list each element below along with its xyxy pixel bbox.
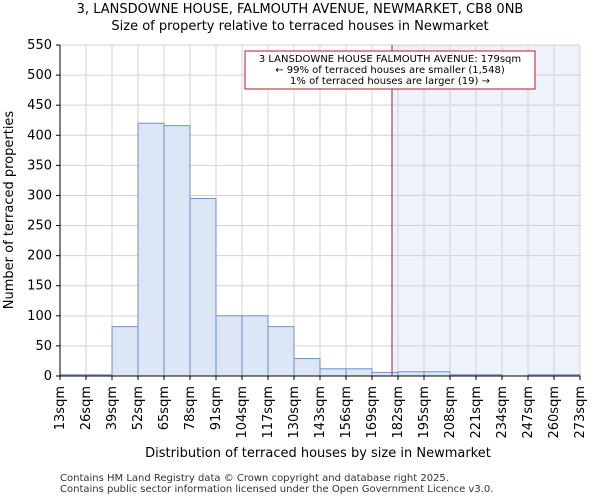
x-tick-label: 208sqm	[443, 386, 458, 439]
x-tick-label: 221sqm	[469, 386, 484, 439]
x-tick-label: 52sqm	[131, 386, 146, 430]
highlight-region	[392, 45, 580, 376]
histogram-bar	[163, 125, 191, 377]
histogram-bar	[189, 197, 217, 377]
footer-copyright: Contains HM Land Registry data © Crown c…	[60, 473, 449, 484]
y-tick-label: 500	[27, 68, 52, 83]
x-tick-label: 104sqm	[235, 386, 250, 439]
x-tick-label: 273sqm	[573, 386, 588, 439]
y-tick-label: 550	[27, 38, 52, 53]
x-tick-label: 117sqm	[261, 386, 276, 439]
x-axis-label: Distribution of terraced houses by size …	[145, 446, 491, 461]
annotation-line-1: 3 LANSDOWNE HOUSE FALMOUTH AVENUE: 179sq…	[259, 54, 521, 65]
histogram-bar	[293, 358, 321, 377]
x-tick-label: 260sqm	[547, 386, 562, 439]
histogram-bar	[319, 368, 347, 377]
histogram-bar	[241, 315, 269, 377]
footer-licence: Contains public sector information licen…	[60, 484, 494, 495]
histogram-bar	[111, 326, 139, 377]
histogram-bar	[137, 122, 165, 377]
x-tick-label: 182sqm	[391, 386, 406, 439]
histogram-bar	[371, 371, 399, 377]
histogram-bar	[397, 371, 425, 377]
x-tick-label: 169sqm	[365, 386, 380, 439]
y-tick-label: 200	[27, 249, 52, 264]
x-tick-label: 13sqm	[53, 386, 68, 430]
x-tick-label: 156sqm	[339, 386, 354, 439]
y-tick-label: 150	[27, 279, 52, 294]
histogram-bar	[267, 326, 295, 377]
annotation-line-2: ← 99% of terraced houses are smaller (1,…	[275, 65, 505, 76]
x-tick-label: 195sqm	[417, 386, 432, 439]
x-tick-label: 26sqm	[79, 386, 94, 430]
x-tick-label: 39sqm	[105, 386, 120, 430]
chart-title: 3, LANSDOWNE HOUSE, FALMOUTH AVENUE, NEW…	[76, 2, 524, 17]
y-tick-label: 400	[27, 128, 52, 143]
annotation-line-3: 1% of terraced houses are larger (19) →	[290, 76, 490, 87]
histogram-bar	[345, 368, 373, 377]
annotation-box	[244, 50, 536, 90]
x-tick-label: 234sqm	[495, 386, 510, 439]
y-tick-label: 450	[27, 98, 52, 113]
y-tick-label: 300	[27, 188, 52, 203]
x-tick-label: 143sqm	[313, 386, 328, 439]
x-tick-label: 247sqm	[521, 386, 536, 439]
histogram-bar	[215, 315, 243, 377]
histogram-bar	[423, 371, 451, 377]
x-tick-label: 65sqm	[157, 386, 172, 430]
y-tick-label: 50	[35, 339, 52, 354]
x-tick-label: 78sqm	[183, 386, 198, 430]
y-axis-label: Number of terraced properties	[2, 111, 17, 310]
x-tick-label: 130sqm	[287, 386, 302, 439]
y-tick-label: 250	[27, 219, 52, 234]
y-tick-label: 350	[27, 158, 52, 173]
y-tick-label: 100	[27, 309, 52, 324]
x-tick-label: 91sqm	[209, 386, 224, 430]
chart-subtitle: Size of property relative to terraced ho…	[111, 19, 489, 34]
y-tick-label: 0	[44, 369, 52, 384]
